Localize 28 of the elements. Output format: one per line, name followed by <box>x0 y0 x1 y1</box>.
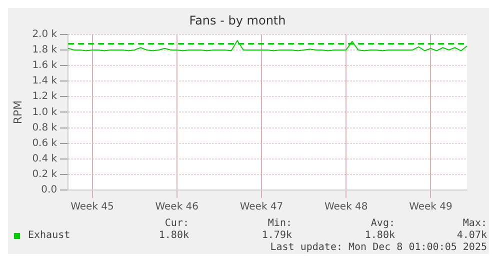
y-tick-label: 0.0 <box>41 184 58 196</box>
y-axis-title: RPM <box>11 100 24 124</box>
y-tick-label: 1.0 k <box>32 106 58 118</box>
x-tick-label: Week 45 <box>70 202 114 213</box>
legend-label: Exhaust <box>28 230 70 242</box>
text: 1.79k <box>260 230 292 242</box>
x-tick-label: Week 46 <box>155 202 199 213</box>
y-tick-label: 2.0 k <box>32 28 58 40</box>
text: Avg: <box>370 218 395 230</box>
text: 1.80k <box>158 230 189 242</box>
y-tick-label: 1.8 k <box>32 44 58 56</box>
x-tick-label: Week 47 <box>240 202 284 213</box>
y-tick-label: 0.2 k <box>32 169 58 180</box>
y-tick-label: 1.2 k <box>32 91 58 102</box>
text: Min: <box>266 218 292 230</box>
x-tick-label: Week 48 <box>324 202 368 213</box>
text: 4.07k <box>456 230 487 242</box>
y-tick-label: 1.6 k <box>32 60 58 72</box>
y-tick-label: 1.4 k <box>32 76 58 87</box>
text: Cur: <box>164 218 189 230</box>
y-tick-label: 0.8 k <box>32 122 58 134</box>
x-tick-label: Week 49 <box>409 202 452 213</box>
text: 1.80k <box>364 230 395 242</box>
chart-title: Fans - by month <box>189 13 286 28</box>
y-tick-label: 0.6 k <box>32 138 58 149</box>
text: Max: <box>462 218 487 230</box>
text: Last update: Mon Dec 8 01:00:05 2025 <box>269 242 487 254</box>
y-tick-label: 0.4 k <box>32 153 58 164</box>
